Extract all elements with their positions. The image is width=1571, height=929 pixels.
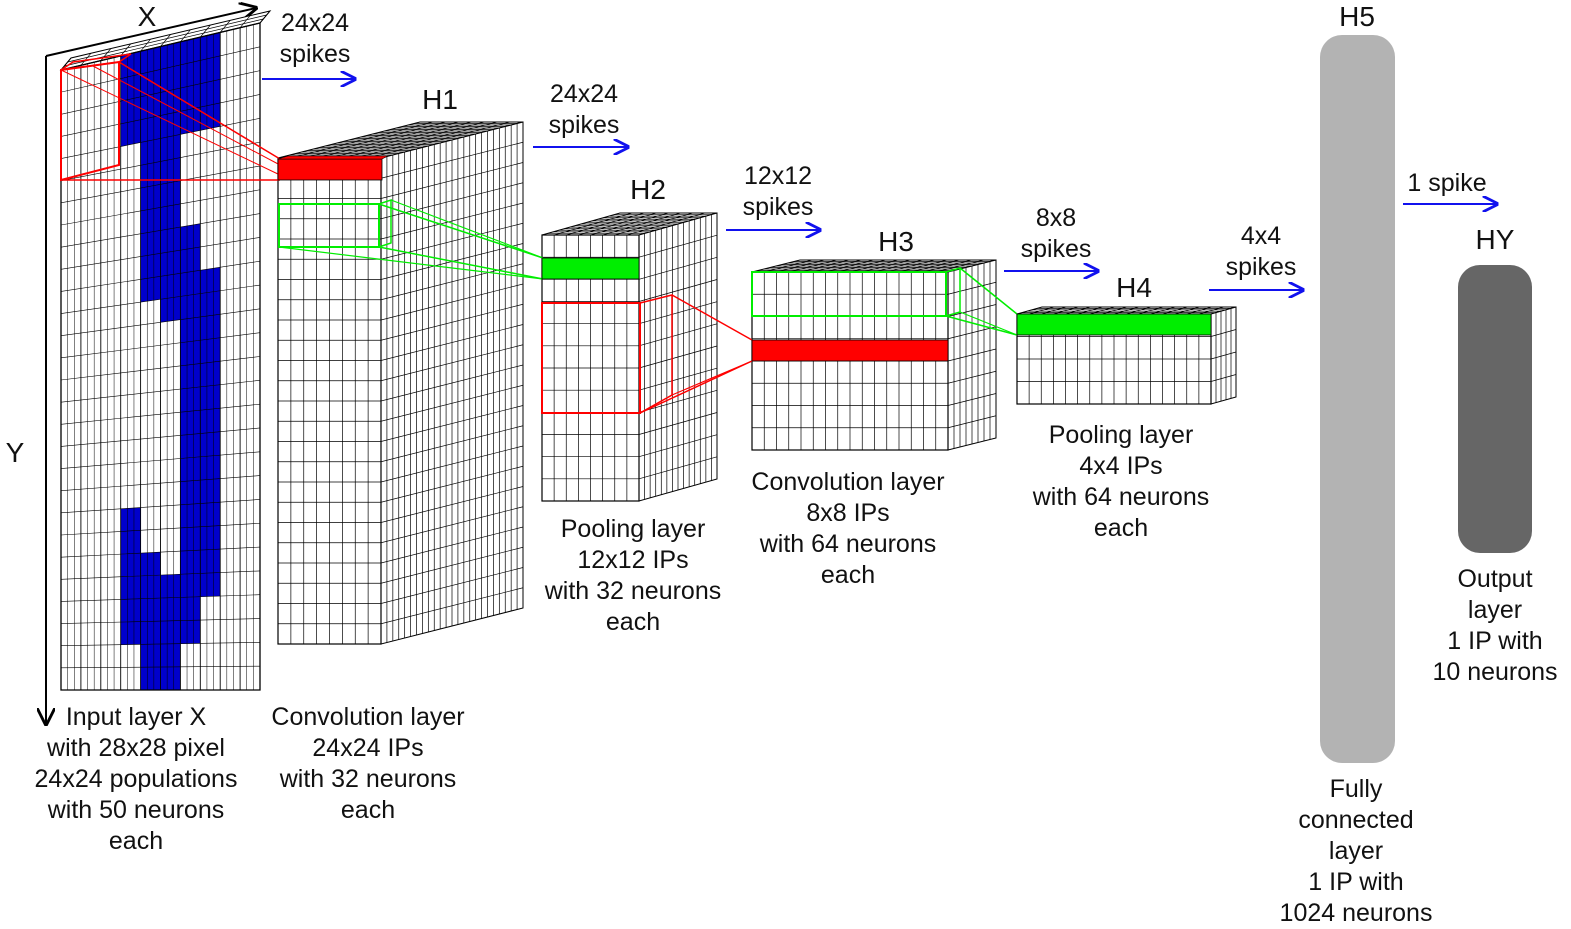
layer-description-hy: Output layer 1 IP with 10 neurons (1432, 565, 1558, 686)
y-axis-label: Y (5, 437, 25, 468)
transfer-label-h5-hy: 1 spike (1407, 169, 1487, 197)
layer-description-h4: Pooling layer 4x4 IPs with 64 neurons each (1032, 421, 1210, 542)
layer-name-h5: H5 (1339, 1, 1375, 32)
layer-description-h1: Convolution layer 24x24 IPs with 32 neuron… (271, 703, 465, 824)
h1-convolution-block (277, 121, 524, 645)
input-layer-grid (59, 10, 272, 691)
layer-name-h4: H4 (1116, 272, 1152, 303)
layer-name-hy: HY (1475, 224, 1515, 255)
layer-description-h5: Fully connected layer 1 IP with 1024 neurons (1279, 775, 1433, 927)
layer-name-h1: H1 (422, 84, 458, 115)
hy-output-bar (1458, 265, 1532, 553)
transfer-label-input-h1: 24x24 spikes (279, 9, 351, 68)
h2-pooling-block (541, 212, 718, 502)
layer-name-h3: H3 (878, 226, 914, 257)
layer-name-h2: H2 (630, 174, 666, 205)
transfer-label-h1-h2: 24x24 spikes (548, 80, 620, 139)
layer-description-h2: Pooling layer 12x12 IPs with 32 neurons eac… (544, 515, 722, 636)
x-axis-label: X (137, 1, 157, 32)
layer-description-h3: Convolution layer 8x8 IPs with 64 neurons e… (751, 468, 945, 589)
h5-fully-connected-bar (1320, 35, 1395, 763)
transfer-label-h3-h4: 8x8 spikes (1020, 204, 1092, 263)
kernel-connections (60, 53, 1212, 415)
transfer-label-h2-h3: 12x12 spikes (742, 162, 814, 221)
x-axis-arrow (45, 8, 256, 57)
transfer-label-h4-h5: 4x4 spikes (1225, 222, 1297, 281)
